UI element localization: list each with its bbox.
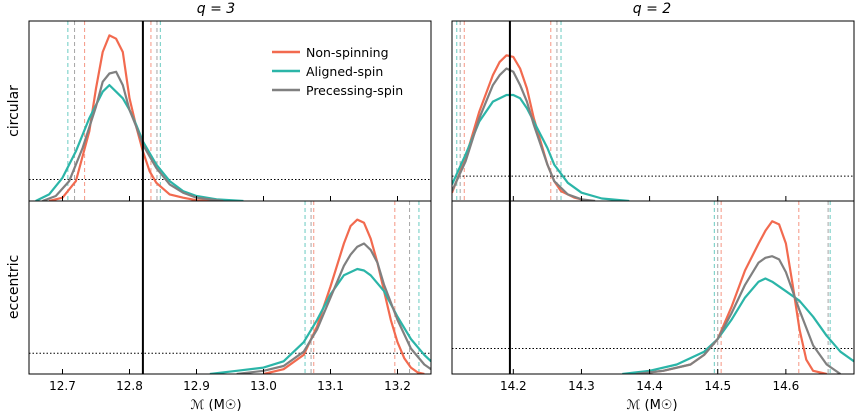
series-non-spinning	[263, 218, 425, 374]
column-title-q3: q = 3	[197, 1, 235, 17]
panel-plot-area	[452, 21, 854, 201]
x-tick-label: 12.8	[116, 379, 143, 393]
x-tick-label: 14.6	[773, 379, 800, 393]
x-tick-label: 13.0	[250, 379, 277, 393]
legend-label-aligned-spin: Aligned-spin	[306, 64, 383, 79]
x-tick-label: 14.2	[500, 379, 527, 393]
panel-plot-area	[29, 21, 431, 201]
x-tick-label: 14.4	[636, 379, 663, 393]
column-title-q2: q = 2	[633, 1, 672, 17]
x-tick-label: 13.2	[384, 379, 411, 393]
x-tick-label: 12.9	[183, 379, 210, 393]
x-tick-label: 12.7	[49, 379, 76, 393]
series-non-spinning	[48, 34, 217, 201]
series-precessing-spin	[452, 67, 596, 201]
series-non-spinning	[635, 220, 827, 374]
legend-label-non-spinning: Non-spinning	[306, 45, 389, 60]
x-axis-label-left: ℳ (M☉)	[190, 398, 241, 413]
row-label-eccentric: eccentric	[6, 255, 22, 319]
panel-eccentric-q3: 12.7 12.8 12.9 13.0 13.1 13.2	[28, 200, 432, 393]
series-aligned-spin	[622, 277, 854, 374]
legend-label-precessing-spin: Precessing-spin	[306, 83, 403, 98]
panel-frame	[451, 20, 855, 202]
series-precessing-spin	[236, 242, 431, 374]
legend: Non-spinning Aligned-spin Precessing-spi…	[272, 45, 403, 98]
panel-plot-area	[452, 201, 854, 374]
x-tick-label: 14.3	[568, 379, 595, 393]
panel-frame	[451, 200, 855, 375]
series-aligned-spin	[209, 267, 431, 374]
series-precessing-spin	[42, 70, 224, 201]
panel-eccentric-q2: 14.2 14.3 14.4 14.5 14.6	[451, 200, 855, 393]
panel-plot-area	[29, 201, 431, 374]
panel-frame	[28, 200, 432, 375]
series-non-spinning	[452, 54, 589, 201]
series-precessing-spin	[635, 255, 842, 374]
panel-circular-q2	[451, 20, 855, 202]
x-axis-label-right: ℳ (M☉)	[626, 398, 677, 413]
row-label-circular: circular	[6, 85, 22, 137]
x-tick-label: 14.5	[704, 379, 731, 393]
series-aligned-spin	[35, 84, 244, 201]
x-tick-label: 13.1	[317, 379, 344, 393]
panels-layer: 12.7 12.8 12.9 13.0 13.1 13.2 14.2 14.3 14.4 14.5…	[28, 20, 855, 393]
